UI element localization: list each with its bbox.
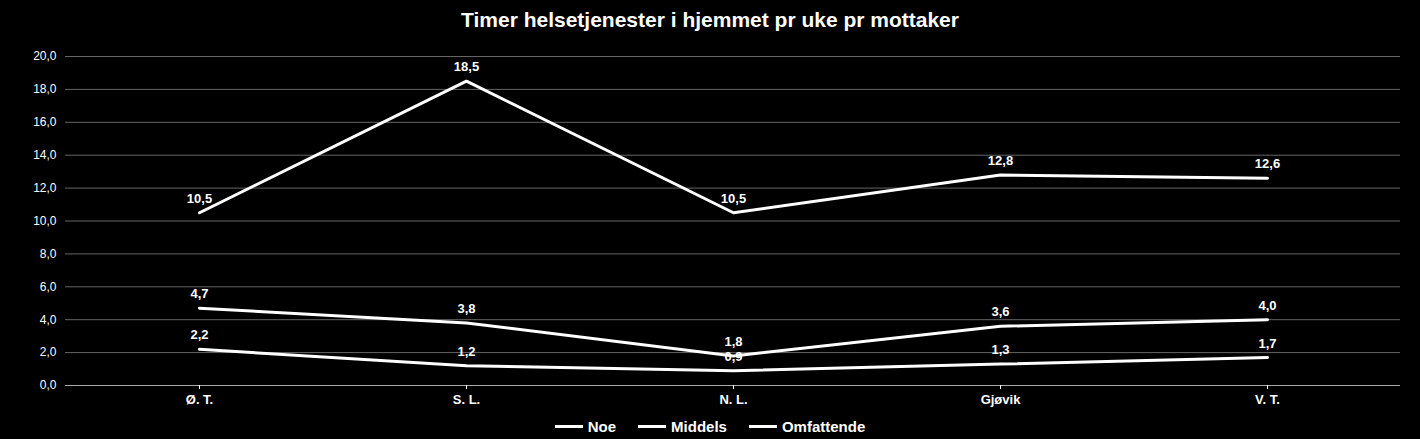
svg-text:10,0: 10,0 bbox=[33, 214, 57, 228]
svg-text:18,0: 18,0 bbox=[33, 82, 57, 96]
svg-text:12,0: 12,0 bbox=[33, 181, 57, 195]
svg-text:6,0: 6,0 bbox=[40, 280, 57, 294]
svg-text:0,0: 0,0 bbox=[40, 378, 57, 392]
svg-text:Gjøvik: Gjøvik bbox=[981, 392, 1022, 407]
svg-text:0,9: 0,9 bbox=[724, 349, 742, 364]
svg-text:20,0: 20,0 bbox=[33, 49, 57, 63]
html-text:Middels: Middels bbox=[671, 417, 727, 435]
svg-text:1,2: 1,2 bbox=[457, 344, 475, 359]
svg-text:2,2: 2,2 bbox=[190, 327, 208, 342]
svg-text:16,0: 16,0 bbox=[33, 115, 57, 129]
svg-text:4,0: 4,0 bbox=[1258, 298, 1276, 313]
svg-text:Ø. T.: Ø. T. bbox=[186, 392, 213, 407]
html-text:Timer helsetjenester i hjemmet: Timer helsetjenester i hjemmet pr uke pr… bbox=[461, 8, 959, 31]
svg-text:10,5: 10,5 bbox=[721, 191, 746, 206]
svg-text:14,0: 14,0 bbox=[33, 148, 57, 162]
svg-text:3,6: 3,6 bbox=[991, 304, 1009, 319]
svg-text:V. T.: V. T. bbox=[1255, 392, 1280, 407]
svg-text:4,0: 4,0 bbox=[40, 313, 57, 327]
svg-text:1,3: 1,3 bbox=[991, 342, 1009, 357]
svg-text:1,8: 1,8 bbox=[724, 334, 742, 349]
svg-text:1,7: 1,7 bbox=[1258, 336, 1276, 351]
svg-text:4,7: 4,7 bbox=[190, 286, 208, 301]
svg-text:10,5: 10,5 bbox=[187, 191, 212, 206]
svg-text:12,6: 12,6 bbox=[1255, 156, 1280, 171]
svg-text:18,5: 18,5 bbox=[454, 59, 479, 74]
svg-text:8,0: 8,0 bbox=[40, 247, 57, 261]
svg-text:3,8: 3,8 bbox=[457, 301, 475, 316]
html-text:Omfattende: Omfattende bbox=[781, 417, 866, 435]
svg-text:S. L.: S. L. bbox=[453, 392, 480, 407]
svg-text:12,8: 12,8 bbox=[988, 153, 1013, 168]
svg-text:N. L.: N. L. bbox=[719, 392, 747, 407]
svg-text:2,0: 2,0 bbox=[40, 345, 57, 359]
html-text:Noe: Noe bbox=[587, 417, 617, 435]
